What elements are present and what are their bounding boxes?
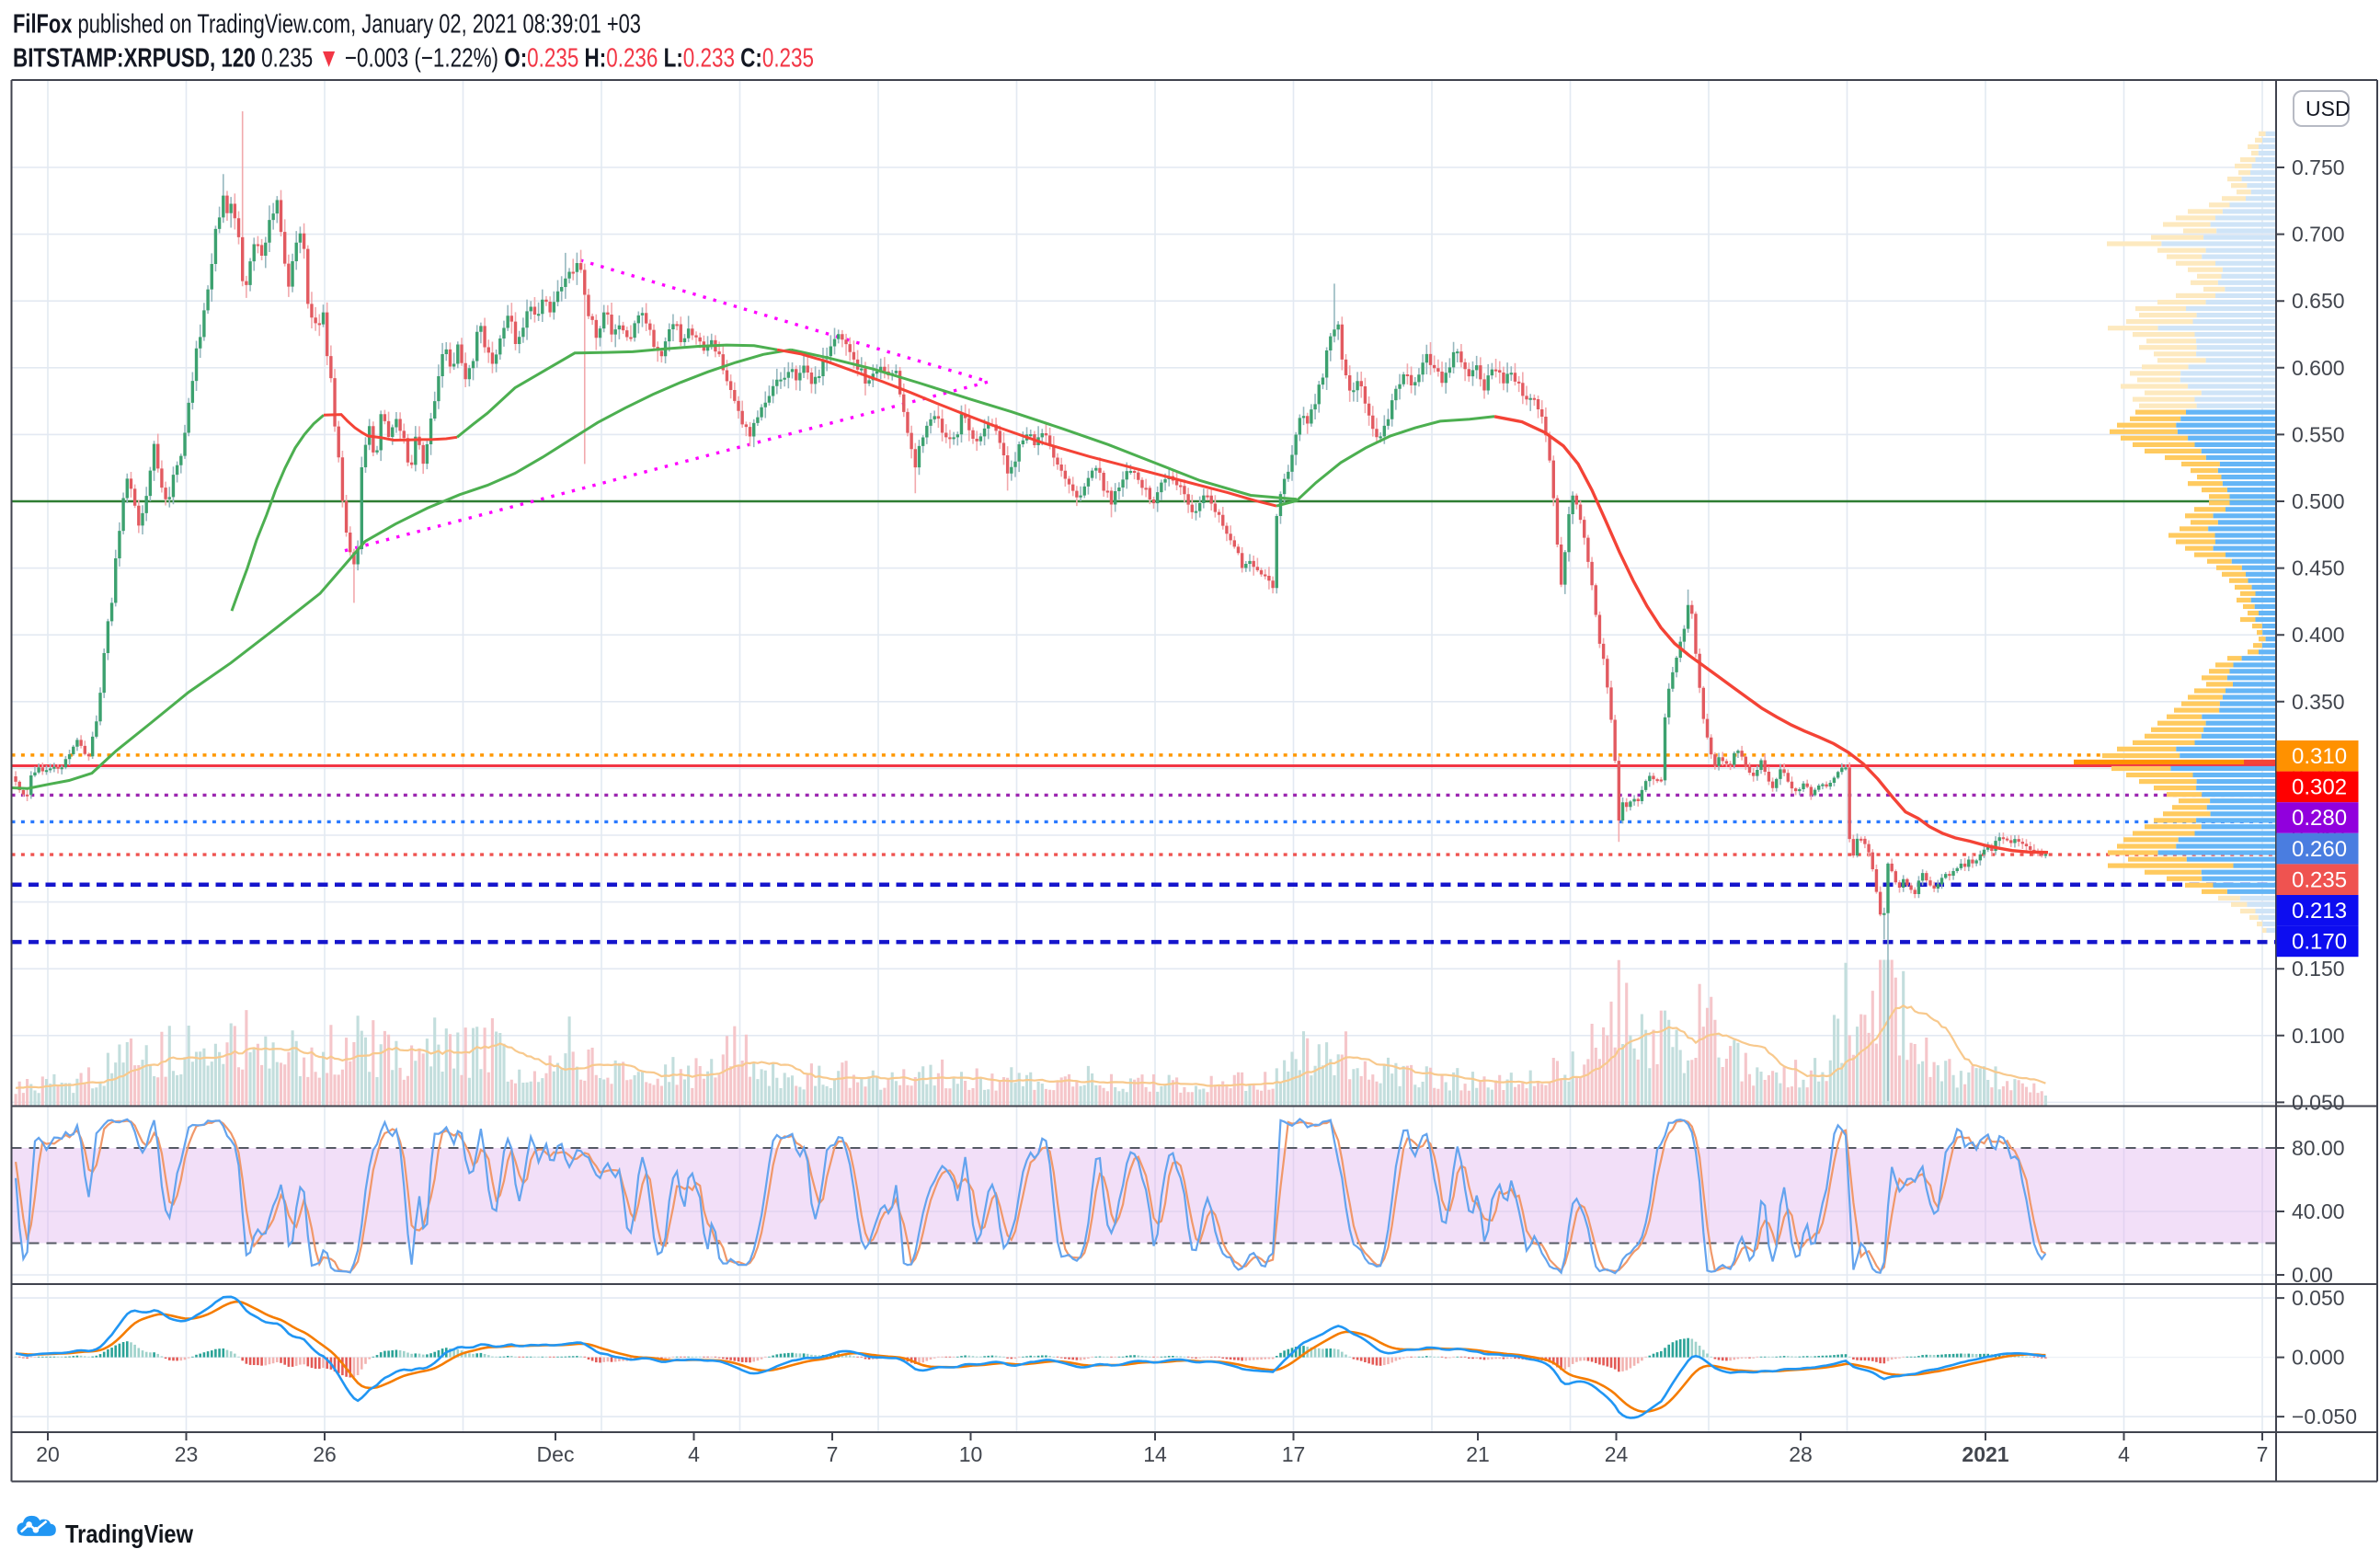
svg-text:17: 17 [1282, 1442, 1306, 1466]
svg-text:4: 4 [2118, 1442, 2130, 1466]
svg-text:0.170: 0.170 [2292, 930, 2347, 955]
svg-text:10: 10 [959, 1442, 983, 1466]
svg-text:0.235: 0.235 [2292, 867, 2347, 892]
svg-text:0.500: 0.500 [2292, 489, 2345, 513]
svg-text:28: 28 [1789, 1442, 1813, 1466]
svg-text:14: 14 [1143, 1442, 1167, 1466]
svg-text:0.000: 0.000 [2292, 1346, 2345, 1370]
svg-text:26: 26 [313, 1442, 337, 1466]
svg-text:Dec: Dec [537, 1442, 575, 1466]
svg-text:2021: 2021 [1962, 1442, 2008, 1466]
svg-text:40.00: 40.00 [2292, 1199, 2345, 1223]
svg-text:0.550: 0.550 [2292, 422, 2345, 446]
svg-text:0.213: 0.213 [2292, 899, 2347, 924]
svg-text:80.00: 80.00 [2292, 1136, 2345, 1160]
svg-text:0.050: 0.050 [2292, 1090, 2345, 1114]
svg-text:0.150: 0.150 [2292, 957, 2345, 981]
svg-text:7: 7 [827, 1442, 839, 1466]
svg-text:0.310: 0.310 [2292, 744, 2347, 769]
svg-text:23: 23 [175, 1442, 199, 1466]
svg-text:21: 21 [1466, 1442, 1490, 1466]
svg-text:0.00: 0.00 [2292, 1263, 2333, 1287]
svg-text:24: 24 [1605, 1442, 1629, 1466]
svg-text:BITSTAMP:XRPUSD, 120 0.235 ▼: BITSTAMP:XRPUSD, 120 0.235 ▼ −0.003 (−1.… [13, 44, 814, 74]
svg-text:20: 20 [36, 1442, 60, 1466]
svg-text:0.750: 0.750 [2292, 155, 2345, 179]
svg-text:0.050: 0.050 [2292, 1286, 2345, 1310]
svg-text:FilFox published on TradingVie: FilFox published on TradingView.com, Jan… [13, 10, 641, 40]
svg-text:0.280: 0.280 [2292, 806, 2347, 831]
svg-text:USD: USD [2306, 97, 2351, 120]
svg-text:0.400: 0.400 [2292, 623, 2345, 647]
svg-text:0.302: 0.302 [2292, 775, 2347, 800]
svg-text:0.700: 0.700 [2292, 223, 2345, 247]
svg-text:0.350: 0.350 [2292, 690, 2345, 714]
svg-text:0.450: 0.450 [2292, 556, 2345, 580]
svg-text:4: 4 [688, 1442, 700, 1466]
svg-text:7: 7 [2257, 1442, 2269, 1466]
svg-text:0.100: 0.100 [2292, 1024, 2345, 1048]
svg-text:0.650: 0.650 [2292, 289, 2345, 313]
svg-text:0.260: 0.260 [2292, 837, 2347, 862]
svg-text:0.600: 0.600 [2292, 356, 2345, 380]
svg-text:−0.050: −0.050 [2292, 1405, 2357, 1429]
svg-text:TradingView: TradingView [65, 1520, 193, 1548]
